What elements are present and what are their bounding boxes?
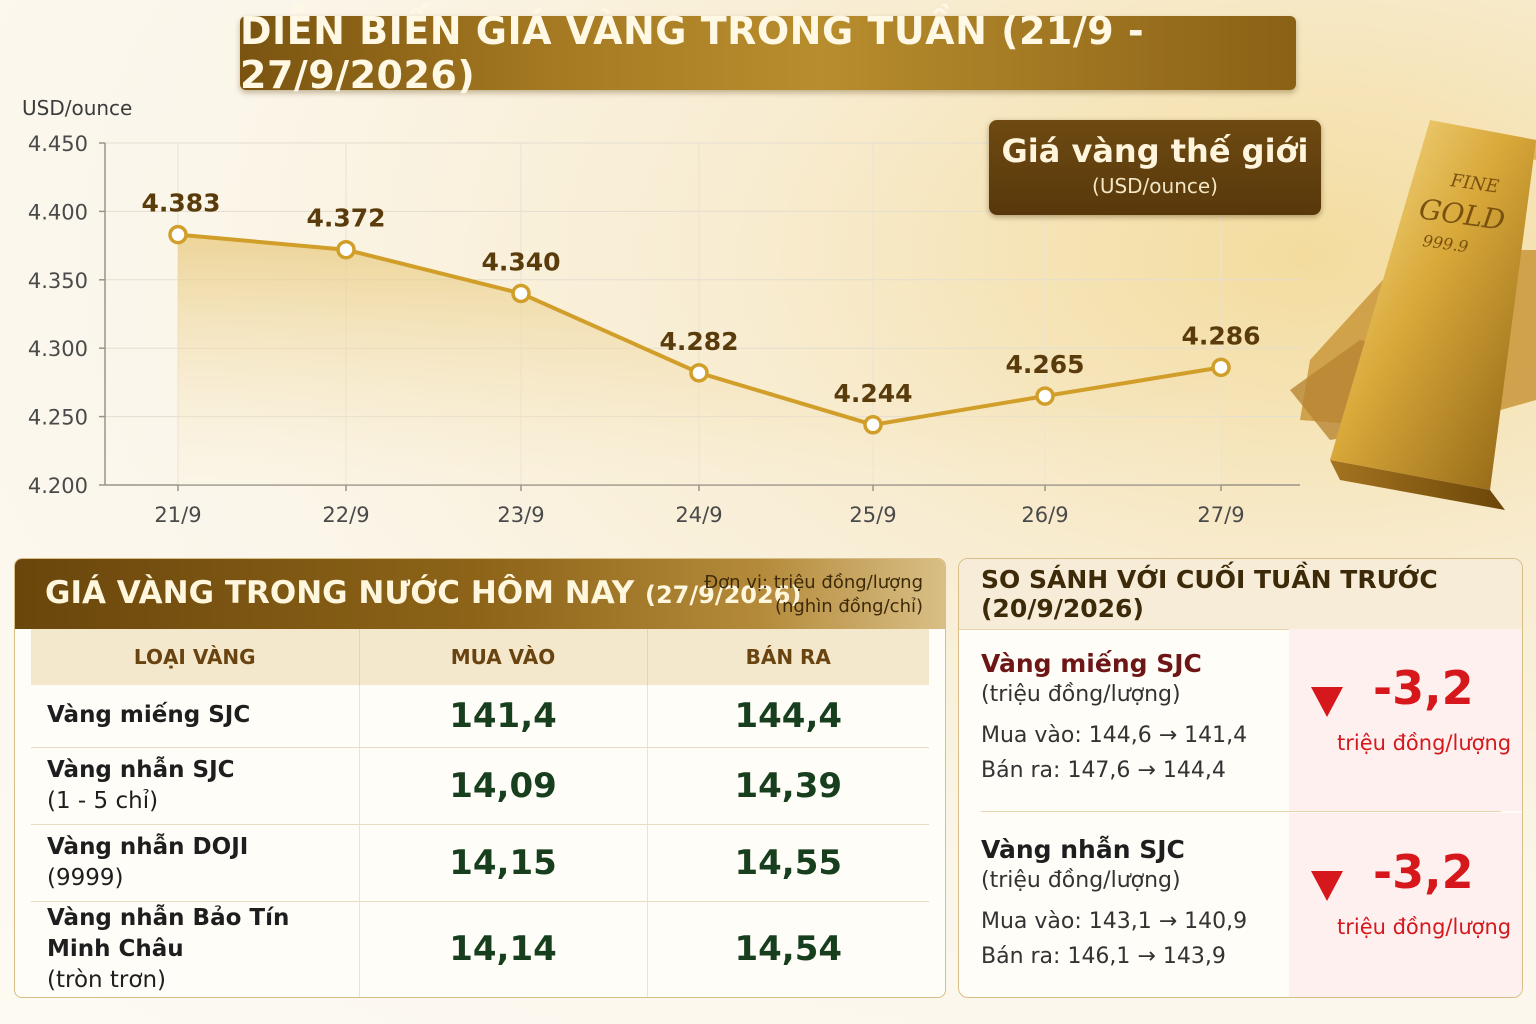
gold-type-sub: (9999) bbox=[47, 864, 124, 891]
data-label: 4.383 bbox=[141, 189, 220, 218]
table-row: Vàng miếng SJC 141,4 144,4 bbox=[31, 685, 929, 748]
y-tick-label: 4.450 bbox=[28, 132, 88, 156]
col-header-type: LOẠI VÀNG bbox=[31, 629, 359, 685]
gold-type-name: Vàng miếng SJC bbox=[47, 702, 251, 729]
delta-value: -3,2 bbox=[1373, 661, 1474, 715]
table-header-row: LOẠI VÀNG MUA VÀO BÁN RA bbox=[31, 629, 929, 685]
data-label: 4.265 bbox=[1005, 350, 1084, 379]
sell-price: 14,39 bbox=[646, 747, 929, 825]
comparison-sell-change: Bán ra: 147,6 → 144,4 bbox=[981, 758, 1226, 783]
sell-price: 144,4 bbox=[646, 685, 929, 748]
comparison-details: Vàng miếng SJC (triệu đồng/lượng) Mua và… bbox=[981, 649, 1247, 783]
y-tick-label: 4.250 bbox=[28, 406, 88, 430]
gold-type-name: Vàng nhẫn DOJI bbox=[47, 833, 249, 860]
row-name-cell: Vàng nhẫn SJC (1 - 5 chỉ) bbox=[31, 747, 359, 825]
comparison-item-unit: (triệu đồng/lượng) bbox=[981, 682, 1181, 707]
table-row: Vàng nhẫn DOJI (9999) 14,15 14,55 bbox=[31, 824, 929, 902]
delta-value: -3,2 bbox=[1373, 845, 1474, 899]
domestic-unit-line2: (nghìn đồng/chỉ) bbox=[774, 596, 923, 617]
comparison-title: SO SÁNH VỚI CUỐI TUẦN TRƯỚC (20/9/2026) bbox=[981, 565, 1438, 623]
world-price-badge: Giá vàng thế giới (USD/ounce) bbox=[989, 120, 1321, 215]
gold-type-sub: (tròn trơn) bbox=[47, 966, 166, 993]
domestic-date: (27/9/2026) bbox=[645, 581, 802, 609]
y-tick-label: 4.350 bbox=[28, 269, 88, 293]
data-point bbox=[1211, 357, 1231, 378]
domestic-title-text: GIÁ VÀNG TRONG NƯỚC HÔM NAY bbox=[45, 575, 635, 611]
comparison-item-unit: (triệu đồng/lượng) bbox=[981, 868, 1181, 893]
x-tick-label: 24/9 bbox=[675, 503, 722, 527]
comparison-panel: SO SÁNH VỚI CUỐI TUẦN TRƯỚC (20/9/2026) … bbox=[958, 558, 1523, 998]
buy-price: 14,15 bbox=[358, 824, 647, 902]
delta-box: -3,2 triệu đồng/lượng bbox=[1289, 629, 1522, 811]
x-tick-label: 26/9 bbox=[1021, 503, 1068, 527]
delta-unit: triệu đồng/lượng bbox=[1337, 731, 1512, 755]
down-arrow-icon bbox=[1311, 687, 1343, 717]
comparison-buy-change: Mua vào: 143,1 → 140,9 bbox=[981, 909, 1248, 934]
y-tick-label: 4.300 bbox=[28, 337, 88, 361]
y-axis-label: USD/ounce bbox=[22, 96, 133, 120]
comparison-item-name: Vàng nhẫn SJC bbox=[981, 835, 1185, 864]
sell-price: 14,54 bbox=[646, 901, 929, 997]
data-label: 4.286 bbox=[1181, 321, 1260, 350]
gold-price-line-chart: 4.383 4.372 4.340 4.282 4.244 4.265 4.286 4.45… bbox=[28, 132, 1300, 527]
domestic-price-panel: GIÁ VÀNG TRONG NƯỚC HÔM NAY (27/9/2026) … bbox=[14, 558, 946, 998]
x-tick-label: 21/9 bbox=[154, 503, 201, 527]
page-title: DIỄN BIẾN GIÁ VÀNG TRONG TUẦN (21/9 - 27… bbox=[240, 9, 1145, 97]
gold-type-name: Vàng nhẫn Bảo Tín Minh Châu bbox=[47, 904, 290, 962]
data-point bbox=[511, 283, 531, 304]
data-label: 4.244 bbox=[833, 379, 912, 408]
comparison-item: Vàng miếng SJC (triệu đồng/lượng) Mua và… bbox=[959, 629, 1522, 811]
data-point bbox=[863, 415, 883, 435]
comparison-buy-change: Mua vào: 144,6 → 141,4 bbox=[981, 723, 1248, 748]
data-point bbox=[1035, 386, 1055, 406]
world-badge-unit: (USD/ounce) bbox=[1092, 174, 1218, 198]
row-name-cell: Vàng nhẫn Bảo Tín Minh Châu (tròn trơn) bbox=[31, 901, 359, 997]
sell-price: 14,55 bbox=[646, 824, 929, 902]
data-point bbox=[336, 239, 356, 260]
comparison-sell-change: Bán ra: 146,1 → 143,9 bbox=[981, 944, 1226, 969]
x-tick-label: 22/9 bbox=[322, 503, 369, 527]
y-tick-label: 4.200 bbox=[28, 474, 88, 498]
buy-price: 14,09 bbox=[358, 747, 647, 825]
gold-bar-illustration: FINE GOLD 999.9 bbox=[1290, 120, 1536, 510]
domestic-unit-line1: Đơn vị: triệu đồng/lượng bbox=[704, 572, 923, 593]
data-point bbox=[168, 224, 188, 245]
world-badge-title: Giá vàng thế giới bbox=[1001, 132, 1309, 170]
delta-unit: triệu đồng/lượng bbox=[1337, 915, 1512, 939]
col-header-sell: BÁN RA bbox=[646, 629, 929, 685]
comparison-panel-header: SO SÁNH VỚI CUỐI TUẦN TRƯỚC (20/9/2026) bbox=[959, 559, 1522, 630]
data-label: 4.340 bbox=[481, 247, 560, 276]
title-banner: DIỄN BIẾN GIÁ VÀNG TRONG TUẦN (21/9 - 27… bbox=[240, 9, 1296, 97]
comparison-details: Vàng nhẫn SJC (triệu đồng/lượng) Mua vào… bbox=[981, 835, 1247, 969]
data-point bbox=[689, 363, 709, 383]
gold-type-sub: (1 - 5 chỉ) bbox=[47, 787, 159, 814]
table-row: Vàng nhẫn SJC (1 - 5 chỉ) 14,09 14,39 bbox=[31, 747, 929, 825]
table-row: Vàng nhẫn Bảo Tín Minh Châu (tròn trơn) … bbox=[31, 901, 929, 997]
gold-type-name: Vàng nhẫn SJC bbox=[47, 756, 235, 783]
x-tick-label: 25/9 bbox=[849, 503, 896, 527]
gold-bar-front bbox=[1330, 120, 1536, 490]
buy-price: 14,14 bbox=[358, 901, 647, 997]
x-tick-label: 23/9 bbox=[497, 503, 544, 527]
buy-price: 141,4 bbox=[358, 685, 647, 748]
row-name-cell: Vàng miếng SJC bbox=[31, 685, 359, 748]
domestic-panel-title: GIÁ VÀNG TRONG NƯỚC HÔM NAY (27/9/2026) bbox=[45, 575, 801, 611]
data-label: 4.282 bbox=[659, 327, 738, 356]
data-label: 4.372 bbox=[306, 204, 385, 233]
comparison-divider bbox=[981, 811, 1501, 812]
delta-box: -3,2 triệu đồng/lượng bbox=[1289, 813, 1522, 997]
col-header-buy: MUA VÀO bbox=[358, 629, 647, 685]
comparison-item: Vàng nhẫn SJC (triệu đồng/lượng) Mua vào… bbox=[959, 813, 1522, 997]
y-tick-label: 4.400 bbox=[28, 200, 88, 224]
down-arrow-icon bbox=[1311, 871, 1343, 901]
domestic-unit: Đơn vị: triệu đồng/lượng (nghìn đồng/chỉ… bbox=[704, 571, 923, 619]
domestic-price-table: LOẠI VÀNG MUA VÀO BÁN RA Vàng miếng SJC … bbox=[31, 629, 929, 997]
x-tick-label: 27/9 bbox=[1197, 503, 1244, 527]
row-name-cell: Vàng nhẫn DOJI (9999) bbox=[31, 824, 359, 902]
gold-bar-side bbox=[1330, 460, 1505, 510]
comparison-item-name: Vàng miếng SJC bbox=[981, 649, 1202, 678]
series-area-fill bbox=[178, 234, 1221, 485]
domestic-panel-header: GIÁ VÀNG TRONG NƯỚC HÔM NAY (27/9/2026) … bbox=[15, 559, 945, 629]
